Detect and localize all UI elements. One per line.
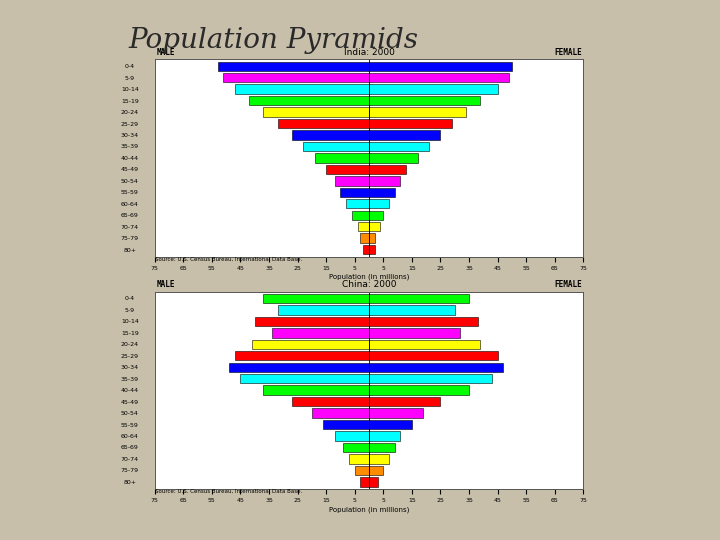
Bar xyxy=(369,142,429,151)
Bar xyxy=(358,222,369,232)
Bar xyxy=(369,119,452,129)
X-axis label: Population (in millions): Population (in millions) xyxy=(329,274,409,280)
Bar xyxy=(369,386,469,395)
Bar xyxy=(369,351,498,361)
Bar xyxy=(369,294,469,303)
Bar xyxy=(278,119,369,129)
Bar xyxy=(369,187,395,197)
Bar xyxy=(223,73,369,83)
Bar xyxy=(369,431,400,441)
Bar xyxy=(264,294,369,303)
Bar xyxy=(369,199,389,208)
Bar xyxy=(369,465,383,475)
Bar xyxy=(352,211,369,220)
Text: Source: U.S. Census Bureau, International Data Base.: Source: U.S. Census Bureau, Internationa… xyxy=(155,489,302,494)
Bar xyxy=(312,408,369,418)
Bar xyxy=(240,374,369,383)
Text: Population Pyramids: Population Pyramids xyxy=(129,27,418,54)
Bar xyxy=(369,245,374,254)
Bar xyxy=(235,351,369,361)
Text: FEMALE: FEMALE xyxy=(554,48,582,57)
Bar xyxy=(361,233,369,243)
Bar xyxy=(369,397,441,406)
Bar xyxy=(369,176,400,186)
Bar xyxy=(292,397,369,406)
Bar xyxy=(369,62,512,71)
Bar xyxy=(369,362,503,372)
Bar xyxy=(369,84,498,94)
Bar xyxy=(369,130,441,140)
Bar xyxy=(355,465,369,475)
Bar xyxy=(278,305,369,315)
Bar xyxy=(249,96,369,105)
Bar xyxy=(343,443,369,452)
Bar xyxy=(369,443,395,452)
Bar xyxy=(272,328,369,338)
Bar xyxy=(255,316,369,326)
Text: MALE: MALE xyxy=(156,48,175,57)
Bar xyxy=(369,454,389,464)
Bar xyxy=(264,386,369,395)
Bar xyxy=(364,245,369,254)
Bar xyxy=(229,362,369,372)
Text: FEMALE: FEMALE xyxy=(554,280,582,289)
Bar xyxy=(369,222,380,232)
Bar xyxy=(369,233,374,243)
Bar xyxy=(369,165,406,174)
Bar xyxy=(369,107,466,117)
Bar xyxy=(217,62,369,71)
Bar xyxy=(335,176,369,186)
Bar xyxy=(341,187,369,197)
Text: MALE: MALE xyxy=(156,280,175,289)
Bar xyxy=(369,408,423,418)
Bar xyxy=(292,130,369,140)
Bar xyxy=(361,477,369,487)
Bar xyxy=(369,420,412,429)
Bar xyxy=(369,340,480,349)
Bar xyxy=(264,107,369,117)
Bar xyxy=(369,328,460,338)
X-axis label: Population (in millions): Population (in millions) xyxy=(329,506,409,512)
Bar xyxy=(315,153,369,163)
Text: Source: U.S. Census Bureau, International Data Base.: Source: U.S. Census Bureau, Internationa… xyxy=(155,256,302,261)
Bar xyxy=(369,96,480,105)
Bar xyxy=(252,340,369,349)
Bar xyxy=(323,420,369,429)
Bar xyxy=(369,305,455,315)
Bar xyxy=(369,477,377,487)
Bar xyxy=(303,142,369,151)
Title: India: 2000: India: 2000 xyxy=(343,48,395,57)
Bar xyxy=(369,211,383,220)
Bar xyxy=(235,84,369,94)
Bar xyxy=(335,431,369,441)
Bar xyxy=(346,199,369,208)
Title: China: 2000: China: 2000 xyxy=(342,280,396,289)
Bar xyxy=(369,73,509,83)
Bar xyxy=(369,316,477,326)
Bar xyxy=(326,165,369,174)
Bar xyxy=(349,454,369,464)
Bar xyxy=(369,153,418,163)
Bar xyxy=(369,374,492,383)
